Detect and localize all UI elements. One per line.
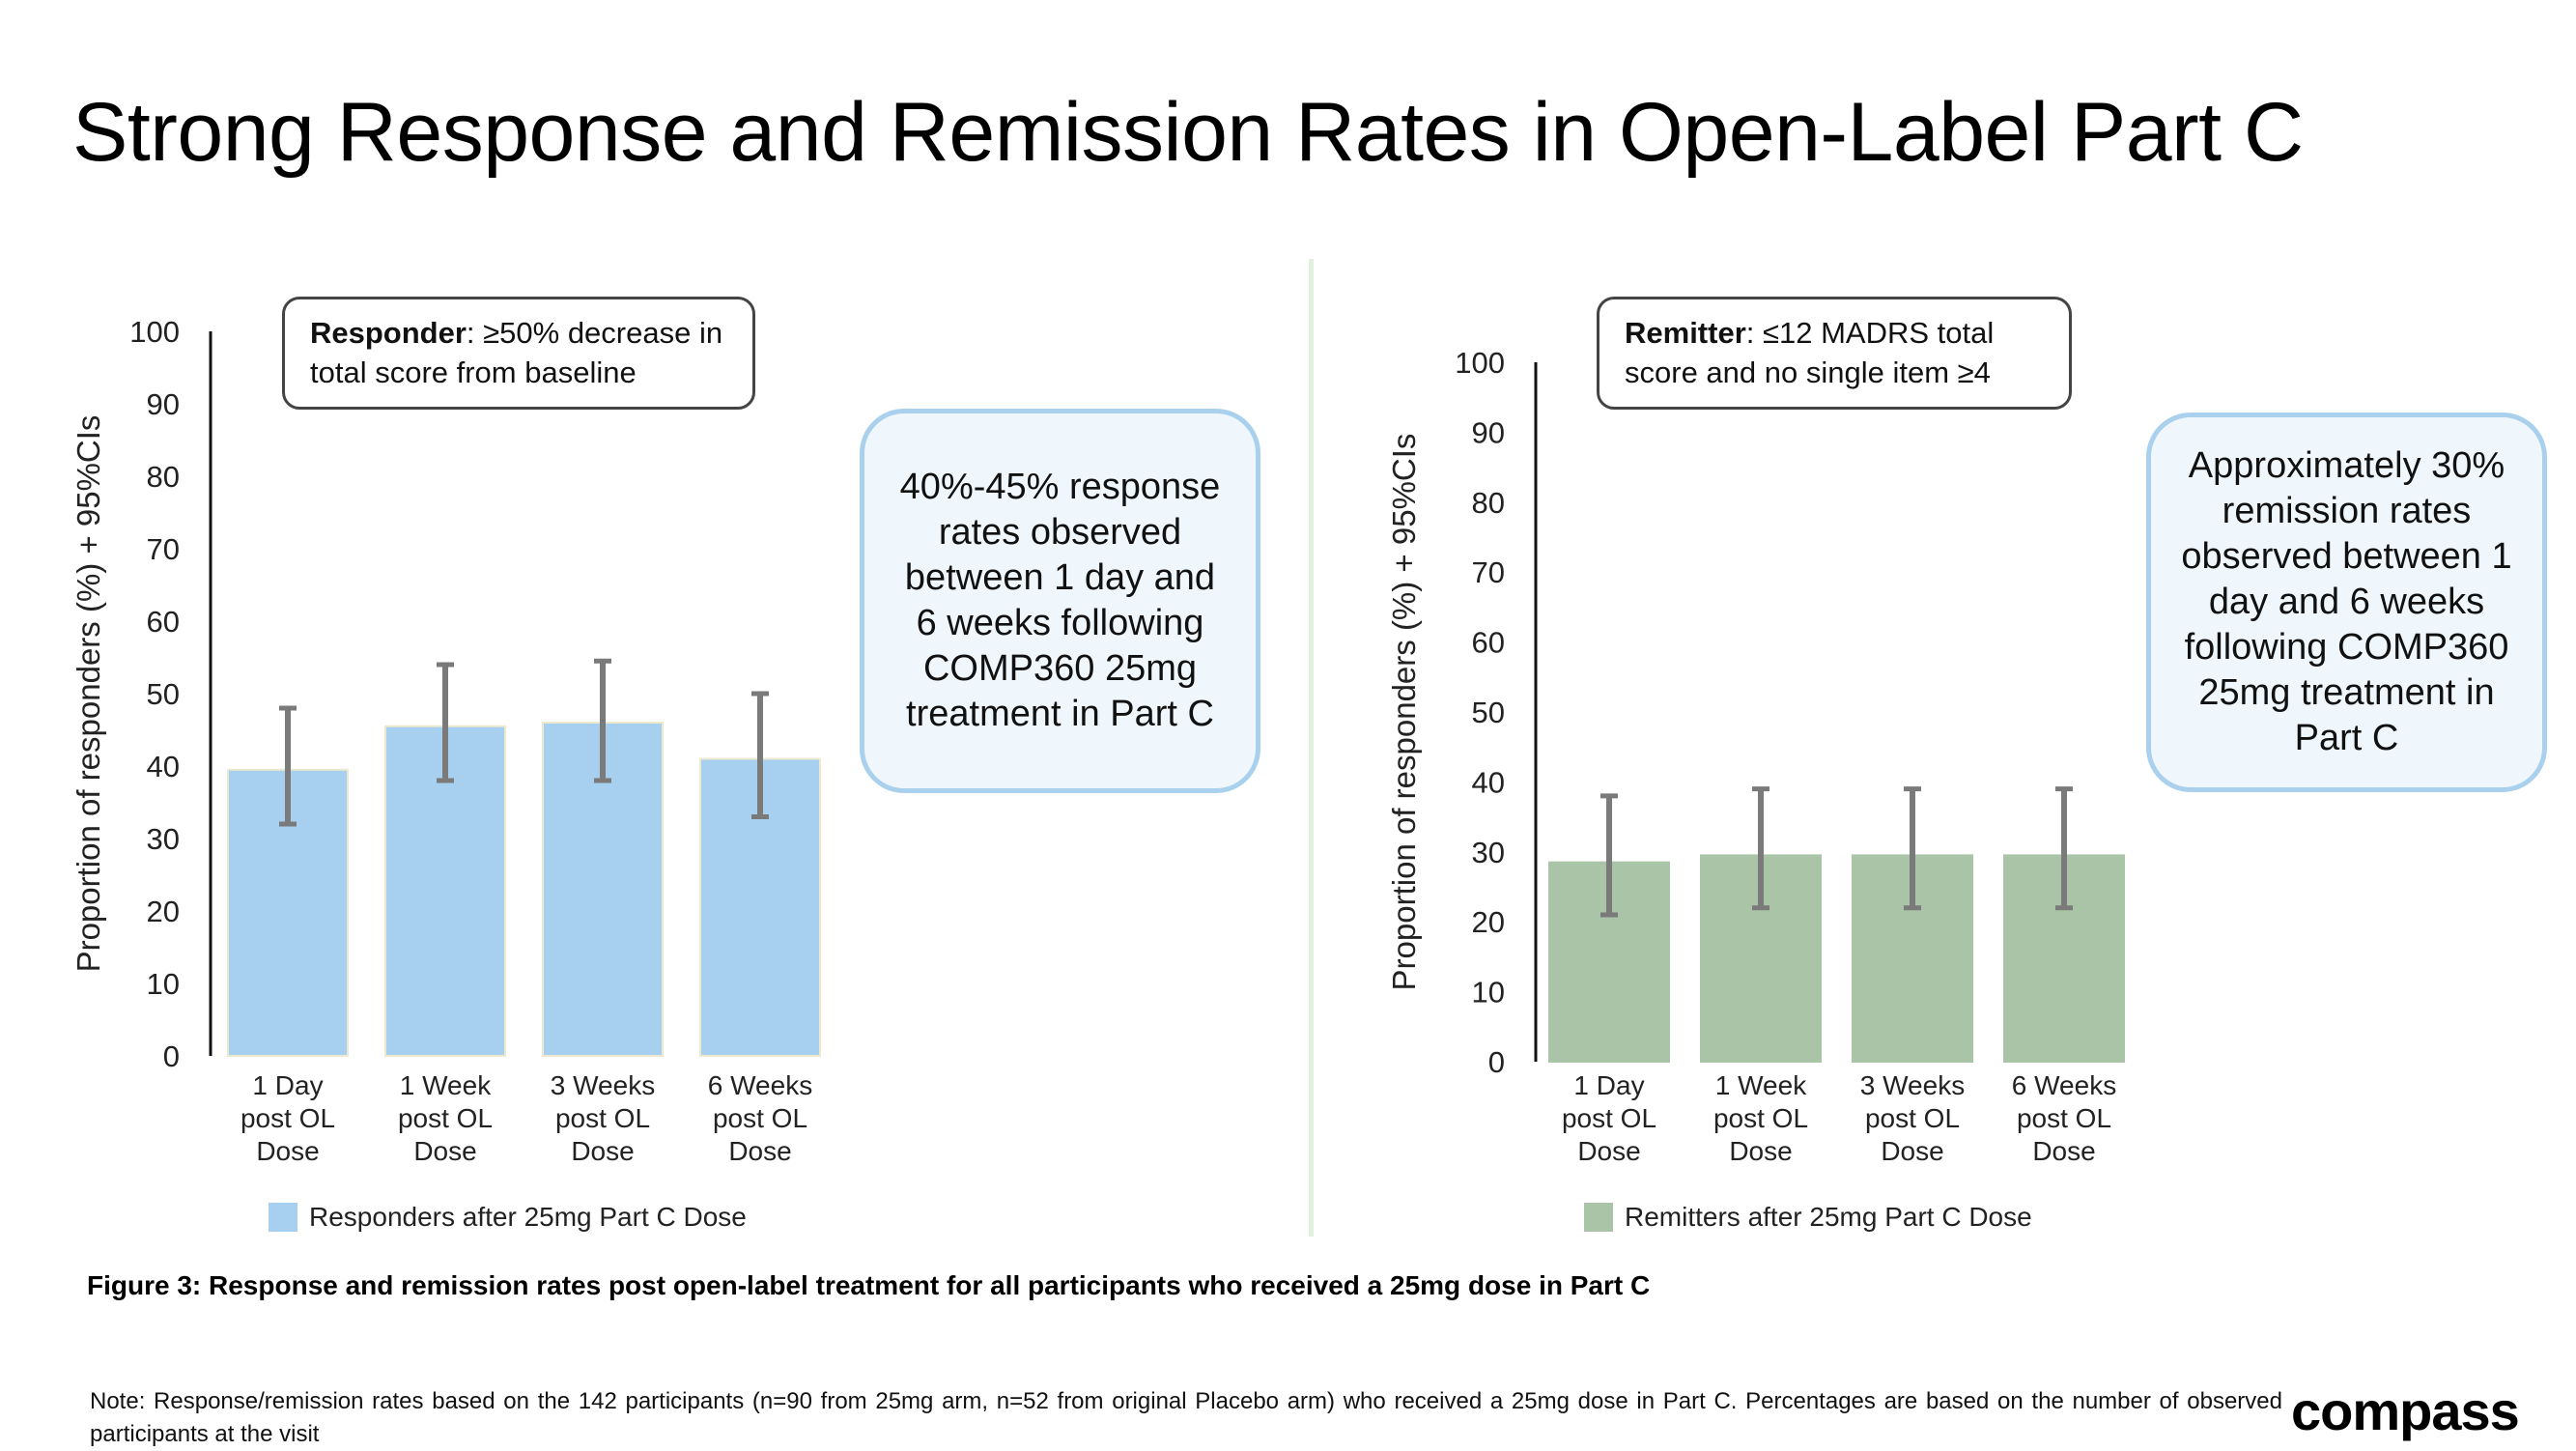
responder-legend-swatch: [269, 1203, 297, 1232]
response-rate-callout-text: 40%-45% response rates observed between …: [899, 467, 1221, 734]
left-y-tick-label: 80: [147, 460, 180, 494]
right-category-label: post OL: [2017, 1103, 2111, 1133]
remitter-chart: 0 10 20 30 40 50 60 70 80 90 100 Proportion of resp…: [1386, 346, 2125, 1166]
left-y-tick-label: 50: [147, 677, 180, 711]
right-category-label: 6 Weeks: [2012, 1070, 2116, 1100]
right-category-label: Dose: [2032, 1136, 2095, 1166]
remitter-legend: Remitters after 25mg Part C Dose: [1584, 1202, 2032, 1233]
right-category-label: 3 Weeks: [1860, 1070, 1965, 1100]
left-category-label: post OL: [555, 1103, 650, 1133]
right-category-label: post OL: [1865, 1103, 1960, 1133]
right-y-tick-label: 0: [1488, 1045, 1505, 1079]
responder-chart: 0 10 20 30 40 50 60 70 80 90 100 Proportion of resp…: [71, 315, 821, 1166]
right-y-tick-label: 70: [1472, 555, 1505, 589]
responder-legend-label: Responders after 25mg Part C Dose: [309, 1202, 747, 1232]
left-y-tick-label: 30: [147, 822, 180, 856]
right-category-label: Dose: [1577, 1136, 1640, 1166]
left-category-label: 1 Day: [252, 1070, 323, 1100]
remitter-term: Remitter: [1625, 316, 1746, 350]
left-category-label: Dose: [413, 1136, 476, 1166]
responder-term: Responder: [310, 316, 467, 350]
right-y-tick-label: 60: [1472, 626, 1505, 660]
right-y-tick-label: 50: [1472, 696, 1505, 729]
slide-title: Strong Response and Remission Rates in O…: [72, 86, 2304, 179]
left-y-tick-label: 20: [147, 895, 180, 928]
left-y-axis-title: Proportion of responders (%) + 95%CIs: [71, 415, 106, 973]
right-category-label: post OL: [1713, 1103, 1808, 1133]
left-y-tick-label: 90: [147, 387, 180, 421]
figure-caption: Figure 3: Response and remission rates p…: [87, 1270, 1651, 1300]
response-rate-callout: 40%-45% response rates observed between …: [860, 409, 1260, 793]
left-category-label: 3 Weeks: [551, 1070, 655, 1100]
right-y-tick-label: 100: [1455, 346, 1505, 380]
right-y-tick-label: 40: [1472, 765, 1505, 799]
panel-divider: [1309, 259, 1314, 1237]
left-category-label: post OL: [241, 1103, 335, 1133]
left-y-tick-label: 0: [163, 1039, 180, 1073]
left-category-label: Dose: [256, 1136, 319, 1166]
remitter-legend-swatch: [1584, 1203, 1613, 1232]
responder-definition-box: Responder: ≥50% decrease in total score …: [282, 297, 755, 410]
right-y-tick-label: 90: [1472, 415, 1505, 449]
compass-logo: compass: [2291, 1380, 2520, 1441]
left-category-label: post OL: [398, 1103, 493, 1133]
right-y-tick-label: 30: [1472, 836, 1505, 869]
remitter-legend-label: Remitters after 25mg Part C Dose: [1625, 1202, 2032, 1232]
right-y-tick-label: 20: [1472, 905, 1505, 939]
right-category-label: 1 Day: [1573, 1070, 1644, 1100]
remission-rate-callout: Approximately 30% remission rates observ…: [2146, 413, 2547, 792]
right-y-tick-label: 80: [1472, 486, 1505, 520]
remission-rate-callout-text: Approximately 30% remission rates observ…: [2181, 445, 2512, 758]
left-category-label: Dose: [571, 1136, 634, 1166]
right-category-label: Dose: [1729, 1136, 1792, 1166]
right-category-label: 1 Week: [1715, 1070, 1807, 1100]
responder-legend: Responders after 25mg Part C Dose: [269, 1202, 747, 1233]
right-y-tick-label: 10: [1472, 976, 1505, 1010]
remitter-definition-box: Remitter: ≤12 MADRS total score and no s…: [1597, 297, 2072, 410]
left-y-tick-label: 10: [147, 967, 180, 1001]
right-category-label: post OL: [1562, 1103, 1656, 1133]
right-category-label: Dose: [1881, 1136, 1943, 1166]
left-y-tick-label: 60: [147, 605, 180, 639]
left-y-tick-label: 70: [147, 532, 180, 566]
left-category-label: post OL: [713, 1103, 807, 1133]
left-category-label: 6 Weeks: [708, 1070, 812, 1100]
footnote: Note: Response/remission rates based on …: [90, 1388, 2282, 1447]
left-category-label: Dose: [728, 1136, 791, 1166]
left-y-tick-label: 100: [129, 315, 180, 349]
right-y-axis-title: Proportion of responders (%) + 95%CIs: [1386, 434, 1422, 991]
left-y-tick-label: 40: [147, 750, 180, 783]
left-category-label: 1 Week: [400, 1070, 492, 1100]
responder-definition: : ≥50% decrease in total score from base…: [310, 316, 723, 389]
remitter-definition: : ≤12 MADRS total score and no single it…: [1625, 316, 1995, 389]
